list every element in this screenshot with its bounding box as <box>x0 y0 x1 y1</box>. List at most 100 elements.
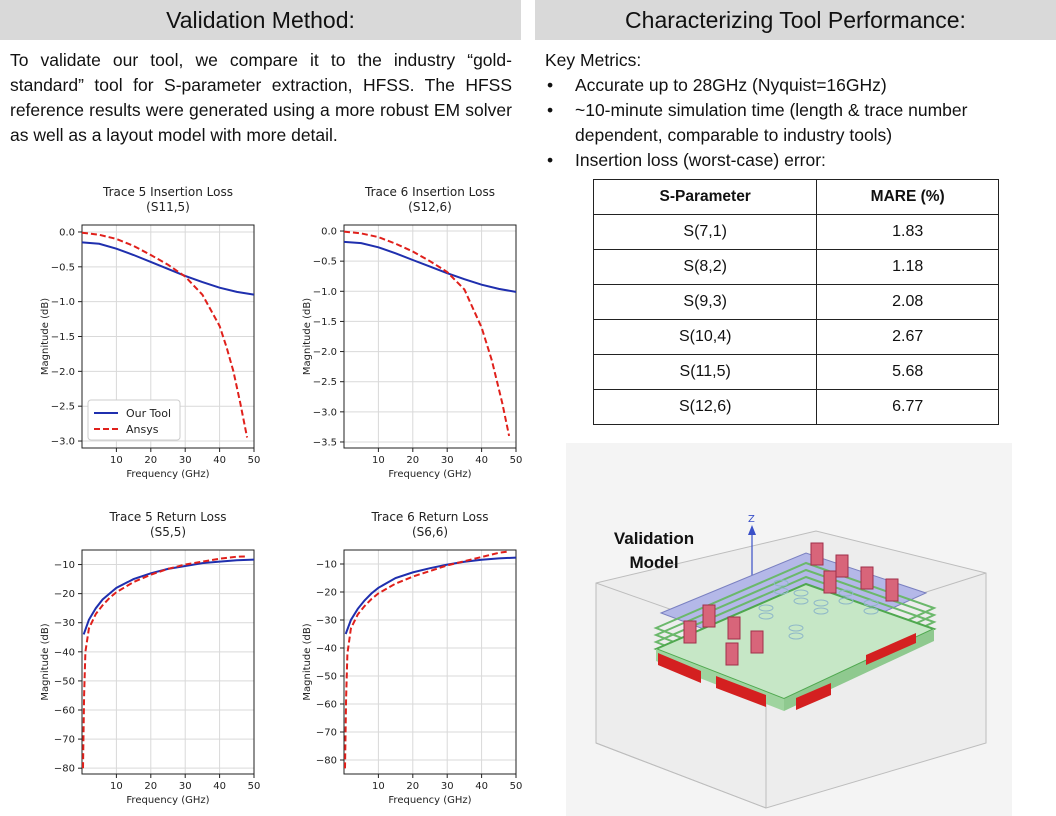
y-tick-label: −70 <box>54 735 75 746</box>
x-tick-label: 40 <box>475 455 488 466</box>
mare-cell: 2.67 <box>816 319 999 355</box>
y-tick-label: −2.5 <box>313 377 337 388</box>
legend-label: Ansys <box>126 423 159 436</box>
y-tick-label: −10 <box>316 560 337 571</box>
x-tick-label: 20 <box>144 781 157 792</box>
y-tick-label: −1.5 <box>313 317 337 328</box>
chart-title: Trace 6 Return Loss <box>370 510 488 524</box>
key-metrics-title: Key Metrics: <box>545 50 642 70</box>
mare-cell: 5.68 <box>816 354 999 390</box>
plot-frame <box>343 549 517 775</box>
y-axis-label: Magnitude (dB) <box>40 298 51 375</box>
validation-paragraph: To validate our tool, we compare it to t… <box>10 50 512 145</box>
y-tick-label: −80 <box>54 764 75 775</box>
x-tick-label: 50 <box>510 455 523 466</box>
y-tick-label: −0.5 <box>313 257 337 268</box>
plot-frame <box>81 549 255 775</box>
metric-item: ~10-minute simulation time (length & tra… <box>545 98 1050 148</box>
y-tick-label: −60 <box>54 706 75 717</box>
y-tick-label: −3.5 <box>313 437 337 448</box>
x-axis-label: Frequency (GHz) <box>126 795 209 806</box>
y-axis-label: Magnitude (dB) <box>302 298 313 375</box>
chart-trace6-insertion-loss: Trace 6 Insertion Loss(S12,6) 10 20 30 40 50 0… <box>302 185 523 480</box>
table-row: S(7,1) 1.83 <box>592 214 999 250</box>
chart-title: Trace 5 Insertion Loss <box>102 185 233 199</box>
metric-item: Insertion loss (worst-case) error: <box>545 148 1050 173</box>
legend-label: Our Tool <box>126 407 171 420</box>
y-tick-label: −20 <box>316 588 337 599</box>
x-tick-label: 10 <box>110 455 123 466</box>
table-row: S(11,5) 5.68 <box>592 354 999 390</box>
key-metrics: Key Metrics: Accurate up to 28GHz (Nyqui… <box>545 48 1050 173</box>
header-mare: MARE (%) <box>816 179 999 215</box>
y-tick-label: −20 <box>54 589 75 600</box>
z-axis-label: Z <box>748 514 755 525</box>
chart-subtitle: (S11,5) <box>146 200 190 214</box>
mare-cell: 1.83 <box>816 214 999 250</box>
table-row: S(9,3) 2.08 <box>592 284 999 320</box>
model-label-line2: Model <box>629 553 678 572</box>
vias <box>683 542 899 666</box>
y-tick-label: −3.0 <box>51 437 75 448</box>
x-tick-label: 30 <box>441 781 454 792</box>
series-line-ansys <box>344 230 511 437</box>
x-axis-label: Frequency (GHz) <box>388 469 471 480</box>
x-tick-label: 10 <box>372 781 385 792</box>
y-tick-label: −40 <box>54 647 75 658</box>
series-line-ansys <box>82 555 248 769</box>
y-tick-label: −0.5 <box>51 262 75 273</box>
metric-item: Accurate up to 28GHz (Nyquist=16GHz) <box>545 73 1050 98</box>
y-tick-label: −80 <box>316 756 337 767</box>
header-s-parameter: S-Parameter <box>592 179 818 215</box>
series-line-our-tool <box>82 241 254 296</box>
series-line-our-tool <box>82 558 254 635</box>
y-tick-label: −30 <box>54 618 75 629</box>
chart-subtitle: (S5,5) <box>150 525 186 539</box>
chart-trace6-return-loss: Trace 6 Return Loss(S6,6) 10 20 30 40 50 −10 −2… <box>302 510 523 806</box>
chart-title: Trace 6 Insertion Loss <box>364 185 495 199</box>
x-tick-label: 40 <box>213 455 226 466</box>
chart-title: Trace 5 Return Loss <box>108 510 226 524</box>
y-tick-label: −50 <box>54 676 75 687</box>
chart-trace5-return-loss: Trace 5 Return Loss(S5,5) 10 20 30 40 50 −10 −2… <box>40 510 261 806</box>
y-tick-label: −3.0 <box>313 407 337 418</box>
x-tick-label: 20 <box>406 781 419 792</box>
x-tick-label: 50 <box>248 455 261 466</box>
y-tick-label: −60 <box>316 700 337 711</box>
s-param-cell: S(11,5) <box>592 354 818 390</box>
mare-cell: 6.77 <box>816 389 999 425</box>
x-tick-label: 50 <box>248 781 261 792</box>
y-tick-label: −2.0 <box>51 367 75 378</box>
y-tick-label: −50 <box>316 672 337 683</box>
table-header-row: S-Parameter MARE (%) <box>592 179 999 215</box>
right-section-header: Characterizing Tool Performance: <box>535 0 1056 40</box>
y-tick-label: 0.0 <box>321 227 337 238</box>
y-tick-label: −70 <box>316 728 337 739</box>
mare-cell: 1.18 <box>816 249 999 285</box>
chart-trace5-insertion-loss: Trace 5 Insertion Loss(S11,5) 10 20 30 40 50 0… <box>40 185 261 480</box>
x-tick-label: 40 <box>213 781 226 792</box>
series-line-our-tool <box>344 240 516 293</box>
chart-subtitle: (S12,6) <box>408 200 452 214</box>
x-tick-label: 40 <box>475 781 488 792</box>
y-tick-label: 0.0 <box>59 227 75 238</box>
y-tick-label: −10 <box>54 560 75 571</box>
y-tick-label: −30 <box>316 616 337 627</box>
x-axis-label: Frequency (GHz) <box>388 795 471 806</box>
y-tick-label: −2.0 <box>313 347 337 358</box>
chart-legend: Our Tool Ansys <box>87 399 181 441</box>
x-tick-label: 50 <box>510 781 523 792</box>
x-tick-label: 30 <box>441 455 454 466</box>
x-tick-label: 20 <box>406 455 419 466</box>
table-row: S(10,4) 2.67 <box>592 319 999 355</box>
y-tick-label: −1.0 <box>313 287 337 298</box>
s-param-cell: S(8,2) <box>592 249 818 285</box>
y-tick-label: −40 <box>316 644 337 655</box>
table-row: S(12,6) 6.77 <box>592 389 999 425</box>
s-param-cell: S(10,4) <box>592 319 818 355</box>
x-tick-label: 20 <box>144 455 157 466</box>
x-tick-label: 10 <box>372 455 385 466</box>
mare-cell: 2.08 <box>816 284 999 320</box>
series-line-ansys <box>82 231 249 438</box>
s-param-cell: S(7,1) <box>592 214 818 250</box>
